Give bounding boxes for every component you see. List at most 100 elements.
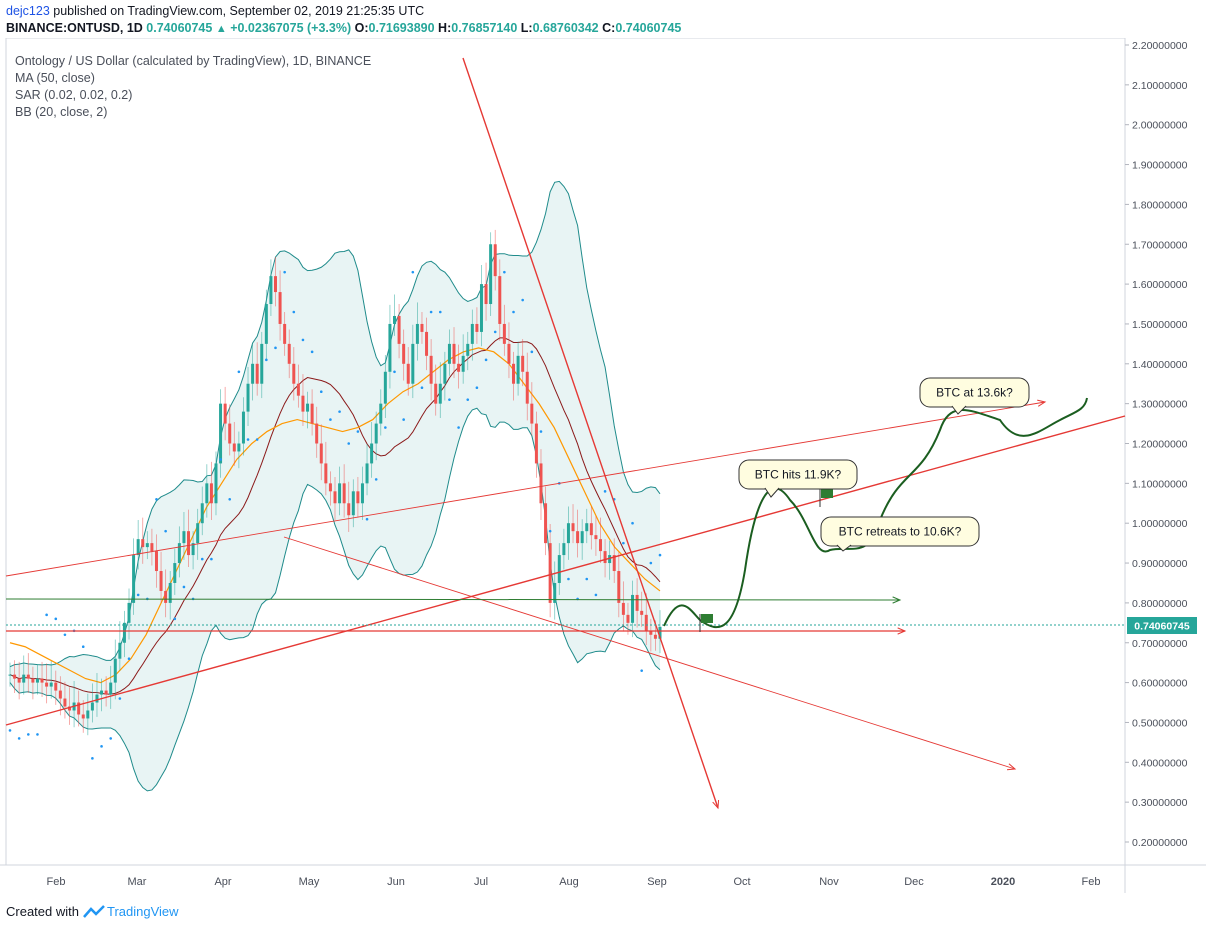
candle-body <box>35 678 39 683</box>
candle-body <box>273 276 277 293</box>
y-tick-label: 1.60000000 <box>1132 279 1188 291</box>
sar-dot <box>310 350 314 354</box>
candle-body <box>77 702 81 715</box>
sar-dot <box>8 729 12 732</box>
sar-dot <box>17 737 21 740</box>
candle-body <box>173 563 177 583</box>
candle-body <box>457 363 461 372</box>
candle-body <box>13 674 17 679</box>
candle-body <box>228 423 232 444</box>
sar-dot <box>319 390 323 393</box>
candle-body <box>237 443 241 452</box>
candle-body <box>187 531 191 556</box>
candle-body <box>393 315 397 324</box>
tradingview-link[interactable]: TradingView <box>106 904 179 919</box>
sar-dot <box>91 757 94 760</box>
candle-body <box>379 403 383 424</box>
candle-body <box>466 343 470 356</box>
arrow-head-red-horizontal <box>897 627 907 635</box>
candle-body <box>292 363 296 384</box>
candle-body <box>608 555 612 564</box>
candle-body <box>425 331 429 356</box>
sar-dot <box>530 350 534 354</box>
y-tick-label: 2.00000000 <box>1132 120 1188 132</box>
sar-dot <box>374 478 378 481</box>
y-tick-label: 1.10000000 <box>1132 478 1188 490</box>
candle-body <box>251 363 255 384</box>
sar-dot <box>173 617 177 621</box>
candle-body <box>553 582 557 603</box>
candle-body <box>287 343 291 364</box>
sar-dot <box>338 410 341 413</box>
low-label: L: <box>520 21 533 35</box>
sar-dot <box>118 697 122 700</box>
x-tick-label: Mar <box>128 876 147 888</box>
candle-body <box>159 571 163 591</box>
candle-body <box>104 690 108 695</box>
candle-body <box>640 610 644 615</box>
candle-body <box>370 443 374 464</box>
candle-body <box>90 702 94 711</box>
candle-body <box>338 483 342 504</box>
candle-body <box>150 543 154 552</box>
candle-body <box>557 555 561 583</box>
candle-body <box>429 355 433 384</box>
sar-dot <box>210 557 213 561</box>
author-link[interactable]: dejc123 <box>6 4 50 18</box>
candle-body <box>626 614 630 623</box>
candle-body <box>402 343 406 364</box>
sar-dot <box>63 633 67 637</box>
sar-dot <box>27 733 30 736</box>
candle-body <box>301 395 305 412</box>
candle-body <box>507 343 511 364</box>
candle-body <box>502 323 506 344</box>
candle-body <box>191 543 195 556</box>
sar-dot <box>182 585 186 589</box>
candle-body <box>479 284 483 332</box>
candle-body <box>580 531 584 544</box>
sar-dot <box>420 386 424 390</box>
callout-btc-10-6k: BTC retreats to 10.6K? <box>820 516 980 552</box>
flag-icon <box>821 489 833 498</box>
sar-dot <box>603 490 607 493</box>
candle-body <box>374 423 378 444</box>
y-tick-label: 2.10000000 <box>1132 80 1188 92</box>
candle-body <box>209 483 213 504</box>
candle-body <box>132 555 136 603</box>
candle-body <box>420 323 424 332</box>
sar-dot <box>585 577 589 581</box>
x-tick-label: Sep <box>647 876 667 888</box>
legend-sar: SAR (0.02, 0.02, 0.2) <box>15 88 133 102</box>
candle-body <box>525 371 529 404</box>
sar-dot <box>155 497 158 501</box>
close-label: C: <box>602 21 616 35</box>
candle-body <box>411 343 415 384</box>
y-tick-label: 0.90000000 <box>1132 558 1188 570</box>
candle-body <box>603 551 607 564</box>
sar-dot <box>402 418 405 421</box>
candle-body <box>319 443 323 464</box>
projected-path <box>663 397 1088 629</box>
candle-body <box>493 244 497 277</box>
footer: Created with TradingView <box>6 904 179 919</box>
callout-text: BTC hits 11.9K? <box>755 468 842 482</box>
tradingview-logo-icon <box>83 904 105 918</box>
sar-dot <box>347 442 351 445</box>
candle-body <box>388 323 392 372</box>
candle-body <box>644 614 648 631</box>
chart-legend: Ontology / US Dollar (calculated by Trad… <box>15 53 371 121</box>
symbol-label: BINANCE:ONTUSD, 1D <box>6 21 143 35</box>
price-chart[interactable]: 2.20000000 2.10000000 2.00000000 1.90000000… <box>0 38 1206 898</box>
callout-tail <box>836 544 852 552</box>
x-tick-label: 2020 <box>991 876 1015 888</box>
candle-body <box>360 483 364 504</box>
x-tick-label: Jul <box>474 876 488 888</box>
candle-body <box>109 682 113 695</box>
x-tick-label: Aug <box>559 876 579 888</box>
y-tick-label: 0.50000000 <box>1132 717 1188 729</box>
sar-dot <box>246 438 250 441</box>
sar-dot <box>658 553 662 557</box>
sar-dot <box>594 593 598 597</box>
candle-body <box>278 292 282 324</box>
sar-dot <box>109 737 113 740</box>
